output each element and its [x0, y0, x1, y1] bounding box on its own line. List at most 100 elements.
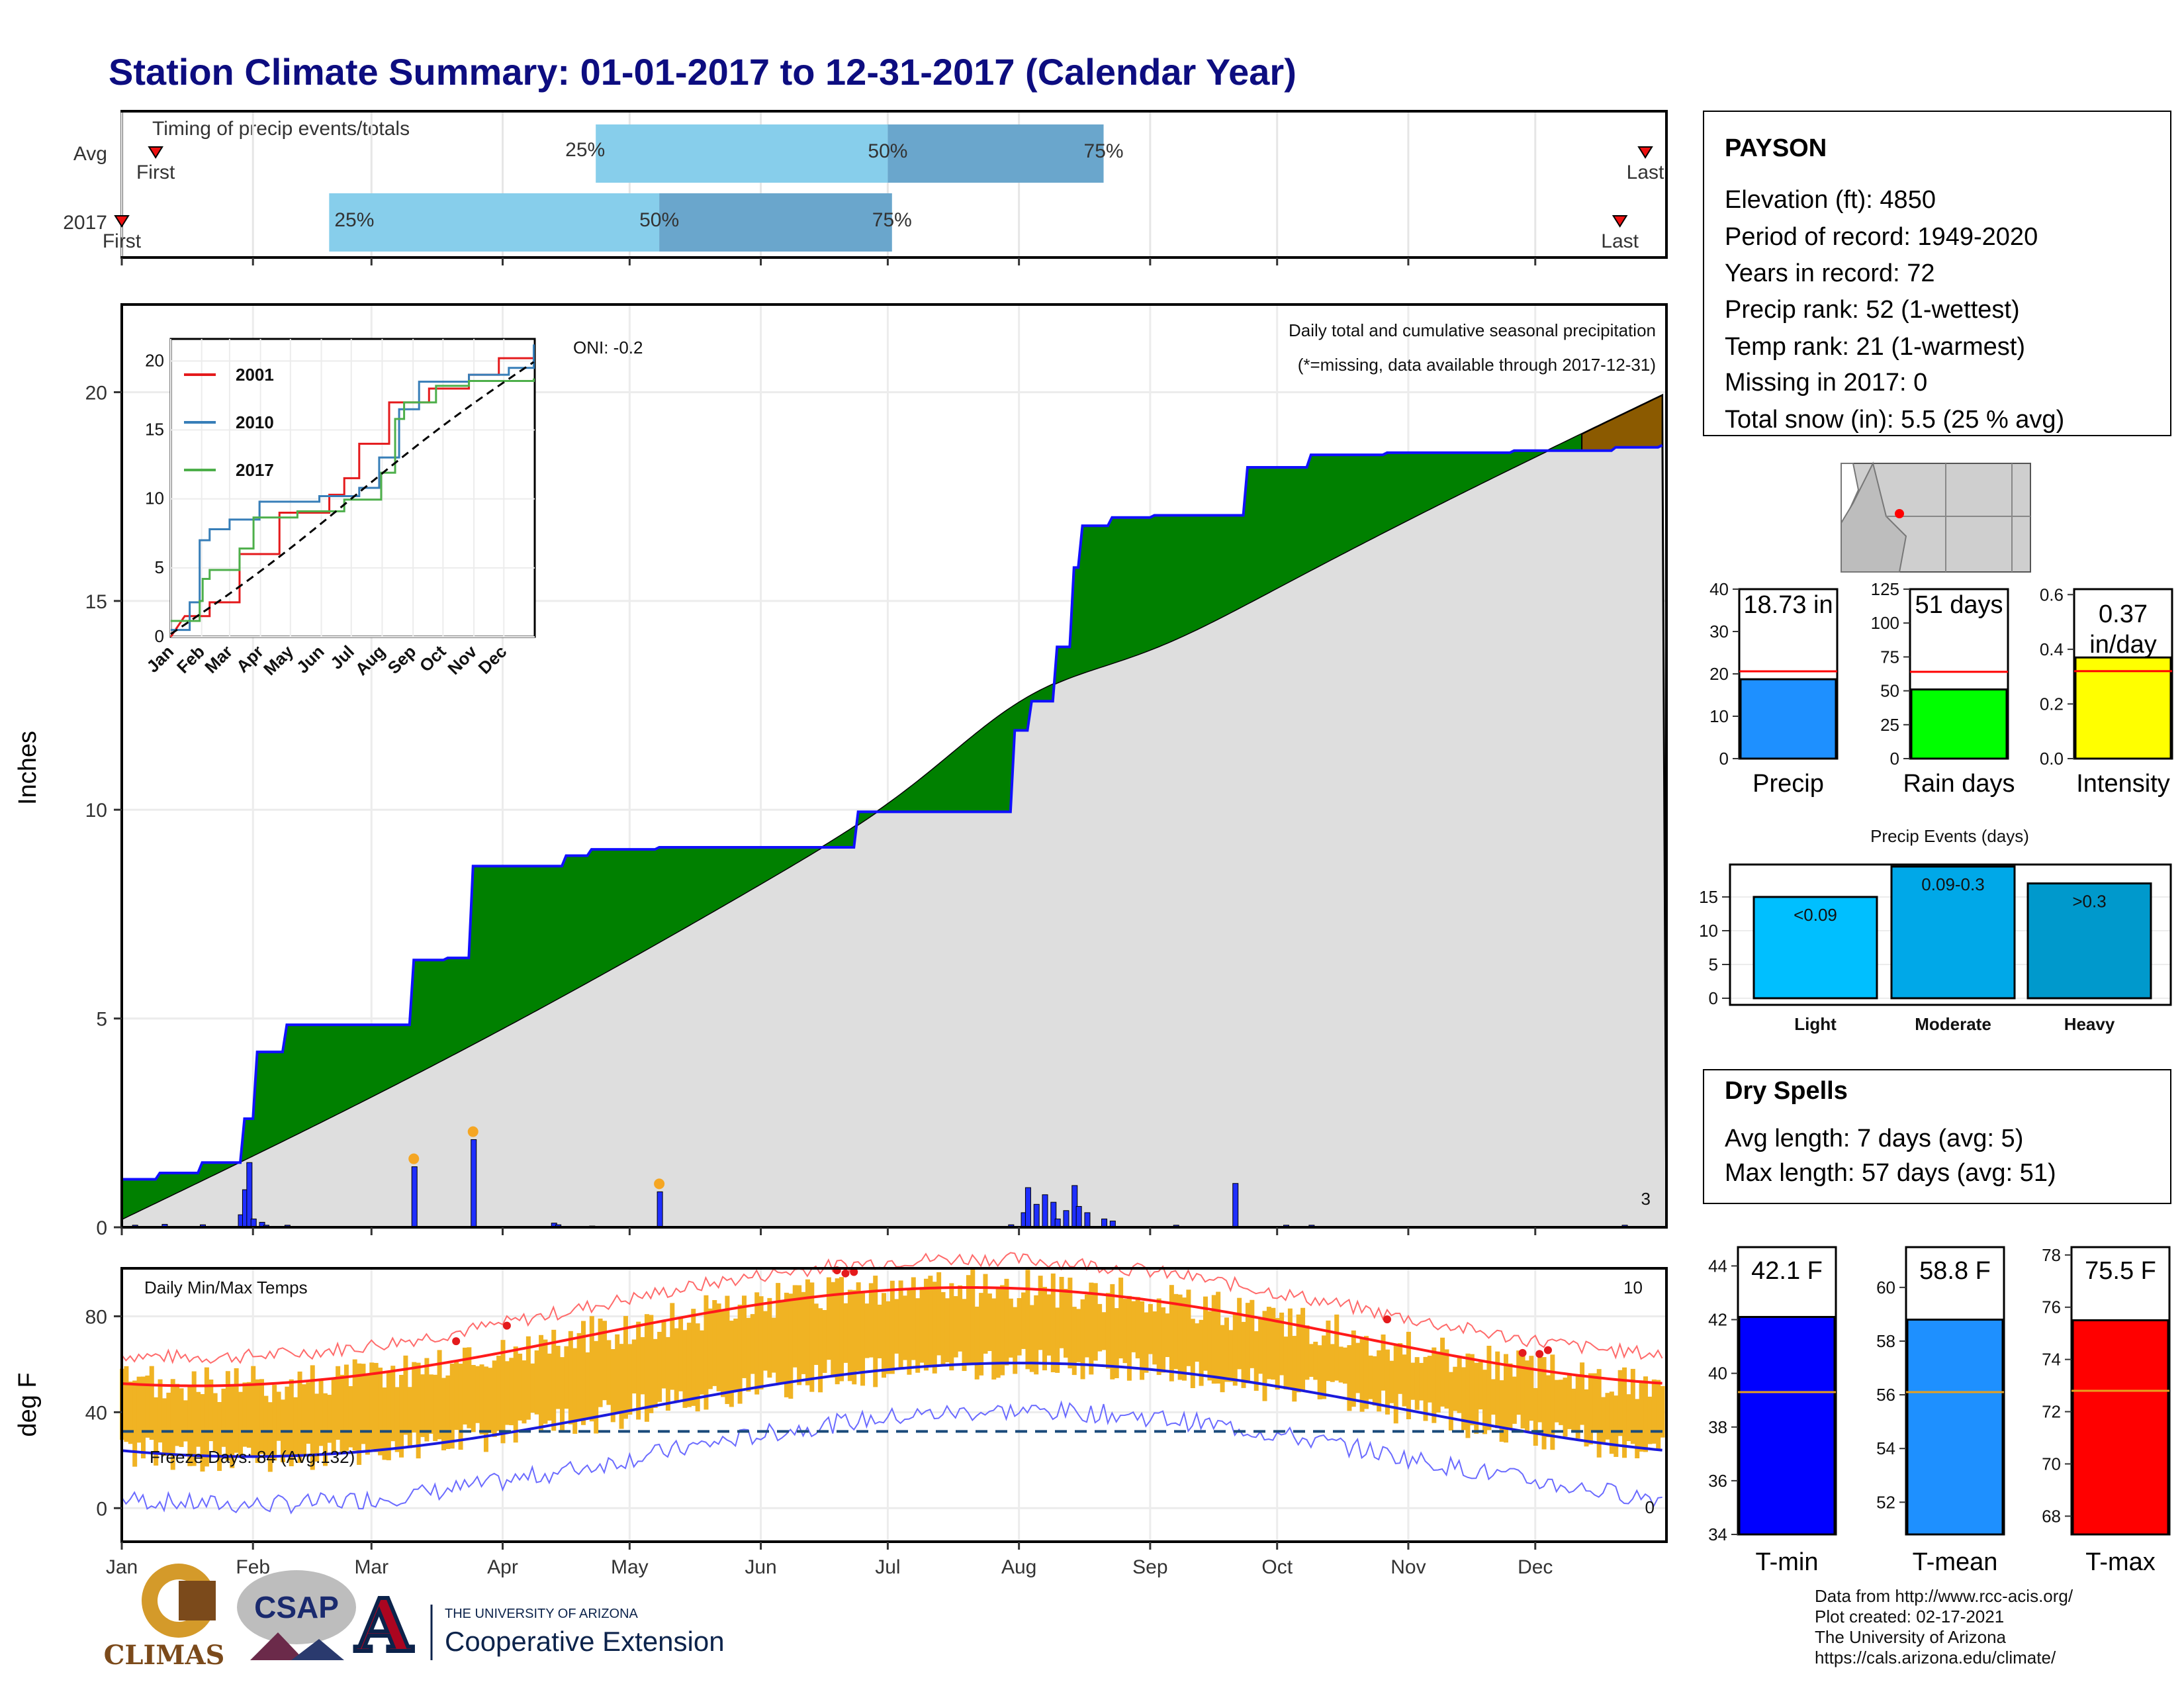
daily-precip-bar	[1084, 1212, 1091, 1228]
daily-temp-range-bar	[1114, 1308, 1119, 1378]
daily-temp-range-bar	[458, 1364, 463, 1450]
daily-temp-range-bar	[166, 1392, 171, 1455]
daily-temp-range-bar	[1609, 1391, 1614, 1454]
daily-temp-range-bar	[1423, 1356, 1428, 1421]
daily-temp-range-bar	[962, 1299, 967, 1372]
precip-ytick-label: 20	[85, 382, 107, 404]
precip-ytick-label: 0	[96, 1217, 107, 1239]
daily-temp-range-bar	[318, 1380, 324, 1446]
daily-temp-range-bar	[1004, 1278, 1009, 1366]
dry-spells-box: Dry Spells Avg length: 7 days (avg: 5) M…	[1703, 1069, 2171, 1204]
daily-temp-range-bar	[712, 1299, 717, 1386]
daily-temp-range-bar	[1262, 1311, 1267, 1401]
temp-bar-ytick-label: 56	[1876, 1385, 1895, 1405]
climas-logo: CLIMAS	[104, 1564, 224, 1671]
timing-last-marker	[1637, 146, 1653, 159]
mini-bar-value: 18.73 in	[1743, 591, 1833, 619]
mini-bar-ytick-label: 125	[1871, 579, 1899, 599]
mini-bar-ytick-label: 0	[1719, 749, 1729, 769]
daily-temp-range-bar	[1152, 1311, 1158, 1365]
daily-temp-range-bar	[196, 1391, 201, 1447]
daily-temp-range-bar	[1601, 1397, 1606, 1444]
temp-bar-ytick-label: 34	[1708, 1524, 1727, 1544]
daily-temp-range-bar	[1038, 1276, 1043, 1350]
daily-temp-range-bar	[369, 1362, 375, 1450]
daily-temp-range-bar	[1017, 1297, 1022, 1356]
daily-temp-range-bar	[1537, 1357, 1543, 1423]
svg-text:Cooperative Extension: Cooperative Extension	[445, 1626, 725, 1657]
mini-bar-ytick-label: 0.2	[2040, 694, 2064, 714]
timing-first-marker	[148, 146, 163, 159]
daily-temp-range-bar	[615, 1334, 620, 1413]
daily-temp-range-bar	[818, 1308, 823, 1393]
daily-temp-range-bar	[373, 1362, 379, 1452]
daily-temp-range-bar	[272, 1385, 277, 1461]
daily-precip-bar	[1042, 1194, 1048, 1228]
daily-temp-range-bar	[1076, 1309, 1081, 1362]
temp-panel: 0 40 80 Daily Min/Max Temps Freeze Days: 8…	[14, 258, 1668, 1578]
inset-ytick-label: 15	[145, 420, 164, 440]
daily-temp-range-bar	[1021, 1292, 1026, 1349]
daily-temp-range-bar	[1529, 1356, 1534, 1421]
daily-temp-range-bar	[716, 1303, 721, 1391]
timing-p75-label: 75%	[872, 209, 912, 231]
temp-bar-ytick-label: 52	[1876, 1492, 1895, 1512]
daily-temp-range-bar	[1622, 1367, 1627, 1458]
daily-temp-range-bar	[902, 1295, 907, 1360]
daily-temp-range-bar	[1148, 1303, 1153, 1354]
daily-temp-range-bar	[343, 1364, 349, 1451]
daily-temp-range-bar	[1241, 1321, 1246, 1388]
temp-bar-value: 42.1 F	[1751, 1257, 1823, 1285]
daily-temp-range-bar	[1008, 1298, 1013, 1358]
daily-temp-range-bar	[1432, 1347, 1437, 1423]
daily-temp-range-bar	[1034, 1295, 1039, 1375]
daily-precip-bar	[246, 1162, 253, 1228]
daily-temp-range-bar	[788, 1293, 794, 1399]
daily-temp-range-bar	[1372, 1356, 1377, 1406]
temp-bar-label: T-min	[1756, 1548, 1819, 1576]
daily-temp-range-bar	[886, 1301, 891, 1374]
inset-ytick-label: 10	[145, 489, 164, 508]
ua-logo: A THE UNIVERSITY OF ARIZONA Cooperative …	[353, 1581, 725, 1670]
daily-temp-range-bar	[809, 1282, 815, 1392]
daily-temp-range-bar	[619, 1344, 624, 1429]
daily-temp-range-bar	[882, 1293, 887, 1378]
credit-line-date: Plot created: 02-17-2021	[1815, 1607, 2004, 1626]
daily-temp-range-bar	[555, 1346, 561, 1409]
daily-temp-range-bar	[1228, 1330, 1234, 1382]
daily-temp-range-bar	[483, 1366, 488, 1452]
daily-temp-range-bar	[1457, 1356, 1462, 1413]
record-high-marker	[850, 1268, 858, 1276]
daily-precip-bar	[1063, 1210, 1069, 1228]
daily-temp-range-bar	[729, 1321, 734, 1407]
daily-temp-range-bar	[852, 1289, 857, 1385]
daily-temp-range-bar	[407, 1387, 412, 1448]
dry-spells-max: Max length: 57 days (avg: 51)	[1725, 1159, 2056, 1187]
daily-temp-range-bar	[843, 1303, 848, 1363]
inset-ytick-label: 20	[145, 350, 164, 370]
month-label: Mar	[354, 1556, 388, 1578]
observed-cumulative-line	[122, 444, 1663, 1181]
daily-temp-range-bar	[970, 1268, 976, 1364]
daily-temp-range-bar	[412, 1362, 417, 1433]
daily-temp-range-bar	[1330, 1344, 1335, 1382]
daily-temp-range-bar	[420, 1374, 426, 1437]
daily-temp-range-bar	[428, 1374, 433, 1434]
daily-temp-range-bar	[136, 1376, 142, 1443]
daily-temp-range-bar	[1660, 1385, 1665, 1438]
timing-p25-label: 25%	[334, 209, 374, 231]
timing-last-marker	[1612, 215, 1628, 228]
daily-temp-range-bar	[530, 1363, 535, 1413]
daily-temp-range-bar	[1605, 1393, 1610, 1440]
daily-temp-range-bar	[839, 1277, 844, 1382]
daily-temp-range-bar	[1592, 1373, 1598, 1432]
temp-ytick-label: 80	[85, 1306, 107, 1328]
credit-line-university: The University of Arizona	[1815, 1627, 2007, 1647]
daily-temp-range-bar	[509, 1358, 514, 1426]
daily-temp-range-bar	[1524, 1360, 1529, 1432]
daily-temp-range-bar	[267, 1402, 273, 1472]
daily-temp-range-bar	[1567, 1373, 1572, 1429]
daily-temp-range-bar	[889, 1280, 895, 1374]
daily-temp-range-bar	[1571, 1388, 1576, 1432]
daily-temp-range-bar	[1474, 1362, 1479, 1434]
